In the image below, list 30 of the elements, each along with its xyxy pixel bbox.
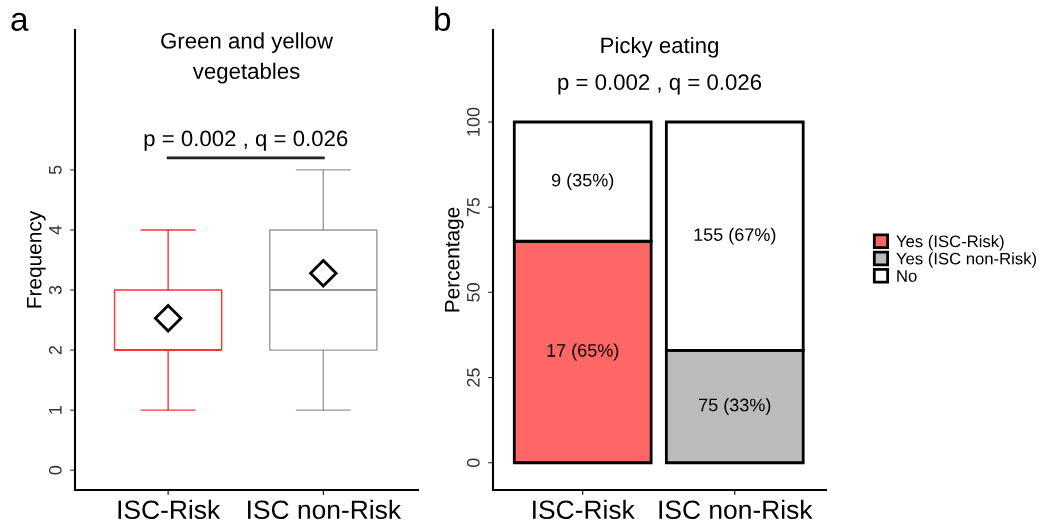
y-tick-label: 0 (48, 465, 62, 475)
data-label: 17 (65%) (547, 343, 619, 361)
data-label: 9 (35%) (551, 173, 614, 191)
text: p = 0.002 , q = 0.026 (558, 74, 762, 95)
y-axis-title: Percentage (445, 207, 464, 312)
y-tick-label: 2 (48, 345, 62, 355)
y-axis-title: Frequency (27, 210, 46, 308)
data-label: 75 (33%) (699, 398, 771, 415)
legend-label: Yes (ISC-Risk) (896, 234, 1004, 251)
y-tick-label: 5 (49, 165, 62, 175)
x-tick-label: ISC non-Risk (248, 499, 402, 520)
text: Green and yellow vegetables (161, 32, 334, 84)
annotation: p = 0.002 , q = 0.026 (144, 130, 348, 151)
legend-label: Yes (ISC non-Risk) (896, 252, 1037, 268)
chart-title: Picky eating (601, 36, 718, 58)
text: b (435, 6, 451, 31)
y-tick-label: 1 (49, 405, 62, 414)
y-tick-label: 100 (466, 107, 480, 136)
legend-label: No (897, 270, 917, 282)
y-tick-label: 50 (466, 283, 480, 302)
y-tick-label: 4 (49, 225, 62, 235)
data-label: 155 (67%) (694, 227, 776, 245)
x-tick-label: ISC-Risk (533, 499, 635, 520)
x-tick-label: ISC non-Risk (659, 499, 813, 520)
x-tick-label: ISC-Risk (118, 499, 221, 520)
text: a (11, 12, 29, 31)
y-tick-label: 0 (466, 458, 480, 468)
y-tick-label: 3 (48, 285, 62, 295)
y-tick-label: 25 (466, 368, 480, 387)
y-tick-label: 75 (467, 197, 480, 217)
